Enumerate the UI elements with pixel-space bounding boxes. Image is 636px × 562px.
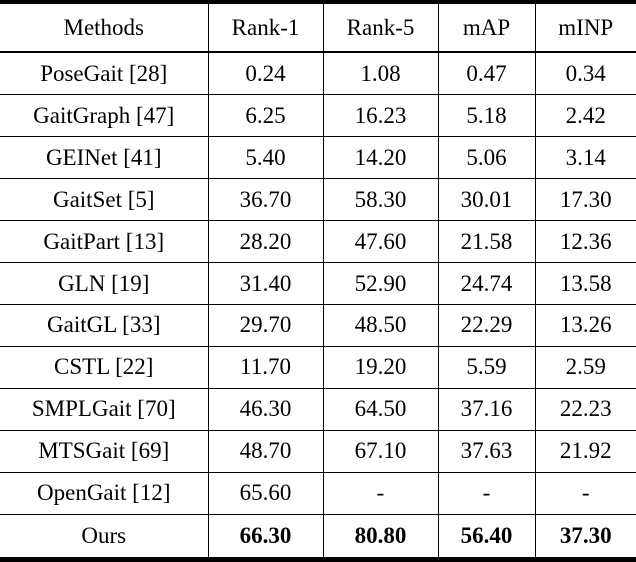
method-cell: SMPLGait [70] [0, 387, 209, 431]
rank1-cell: 0.24 [207, 51, 324, 96]
method-cell: GaitPart [13] [0, 220, 209, 264]
table-row: GaitGL [33] 29.70 48.50 22.29 13.26 [0, 304, 636, 347]
rank5-cell: 47.60 [322, 220, 439, 264]
table-row: OpenGait [12] 65.60 - - - [0, 471, 636, 515]
column-header-rank5: Rank-5 [322, 2, 439, 53]
rank5-cell: 14.20 [322, 136, 439, 180]
table-row: SMPLGait [70] 46.30 64.50 37.16 22.23 [0, 387, 636, 431]
minp-cell: 0.34 [534, 51, 636, 96]
minp-cell: 2.59 [534, 345, 636, 389]
map-cell: 0.47 [437, 51, 536, 96]
rank1-cell: 5.40 [207, 136, 324, 180]
map-cell: 5.59 [437, 345, 536, 389]
rank1-cell: 29.70 [207, 304, 324, 347]
table-row: GEINet [41] 5.40 14.20 5.06 3.14 [0, 136, 636, 180]
rank1-cell: 31.40 [207, 262, 324, 305]
rank5-cell: 58.30 [322, 178, 439, 222]
table-row: PoseGait [28] 0.24 1.08 0.47 0.34 [0, 51, 636, 96]
table-row: GaitPart [13] 28.20 47.60 21.58 12.36 [0, 220, 636, 264]
minp-cell: 17.30 [534, 178, 636, 222]
minp-cell: 13.26 [534, 304, 636, 347]
method-cell: PoseGait [28] [0, 51, 209, 96]
minp-cell: - [534, 471, 636, 515]
column-header-rank1: Rank-1 [207, 2, 324, 53]
map-cell: 56.40 [437, 513, 536, 560]
table-row: GLN [19] 31.40 52.90 24.74 13.58 [0, 262, 636, 305]
rank1-cell: 11.70 [207, 345, 324, 389]
rank1-cell: 36.70 [207, 178, 324, 222]
map-cell: 5.18 [437, 94, 536, 138]
table-row: CSTL [22] 11.70 19.20 5.59 2.59 [0, 345, 636, 389]
rank5-cell: 67.10 [322, 429, 439, 473]
table-row: GaitGraph [47] 6.25 16.23 5.18 2.42 [0, 94, 636, 138]
method-cell: CSTL [22] [0, 345, 209, 389]
rank5-cell: 19.20 [322, 345, 439, 389]
method-cell: GaitSet [5] [0, 178, 209, 222]
minp-cell: 12.36 [534, 220, 636, 264]
map-cell: 24.74 [437, 262, 536, 305]
rank1-cell: 48.70 [207, 429, 324, 473]
map-cell: 37.63 [437, 429, 536, 473]
map-cell: 30.01 [437, 178, 536, 222]
map-cell: - [437, 471, 536, 515]
rank5-cell: 16.23 [322, 94, 439, 138]
rank5-cell: 1.08 [322, 51, 439, 96]
map-cell: 21.58 [437, 220, 536, 264]
rank1-cell: 46.30 [207, 387, 324, 431]
rank1-cell: 28.20 [207, 220, 324, 264]
minp-cell: 37.30 [534, 513, 636, 560]
rank5-cell: 48.50 [322, 304, 439, 347]
method-cell: GLN [19] [0, 262, 209, 305]
rank5-cell: 80.80 [322, 513, 439, 560]
table-row: MTSGait [69] 48.70 67.10 37.63 21.92 [0, 429, 636, 473]
rank5-cell: 64.50 [322, 387, 439, 431]
rank1-cell: 6.25 [207, 94, 324, 138]
map-cell: 37.16 [437, 387, 536, 431]
rank5-cell: 52.90 [322, 262, 439, 305]
rank5-cell: - [322, 471, 439, 515]
column-header-methods: Methods [0, 2, 209, 53]
header-row: Methods Rank-1 Rank-5 mAP mINP [0, 2, 636, 53]
rank1-cell: 65.60 [207, 471, 324, 515]
minp-cell: 2.42 [534, 94, 636, 138]
minp-cell: 21.92 [534, 429, 636, 473]
minp-cell: 13.58 [534, 262, 636, 305]
minp-cell: 22.23 [534, 387, 636, 431]
method-cell: GaitGraph [47] [0, 94, 209, 138]
table-row: GaitSet [5] 36.70 58.30 30.01 17.30 [0, 178, 636, 222]
method-cell: OpenGait [12] [0, 471, 209, 515]
minp-cell: 3.14 [534, 136, 636, 180]
column-header-map: mAP [437, 2, 536, 53]
column-header-minp: mINP [534, 2, 636, 53]
method-cell: GaitGL [33] [0, 304, 209, 347]
method-cell: Ours [0, 513, 209, 560]
map-cell: 5.06 [437, 136, 536, 180]
map-cell: 22.29 [437, 304, 536, 347]
table-row-ours: Ours 66.30 80.80 56.40 37.30 [0, 513, 636, 560]
rank1-cell: 66.30 [207, 513, 324, 560]
method-cell: GEINet [41] [0, 136, 209, 180]
method-cell: MTSGait [69] [0, 429, 209, 473]
